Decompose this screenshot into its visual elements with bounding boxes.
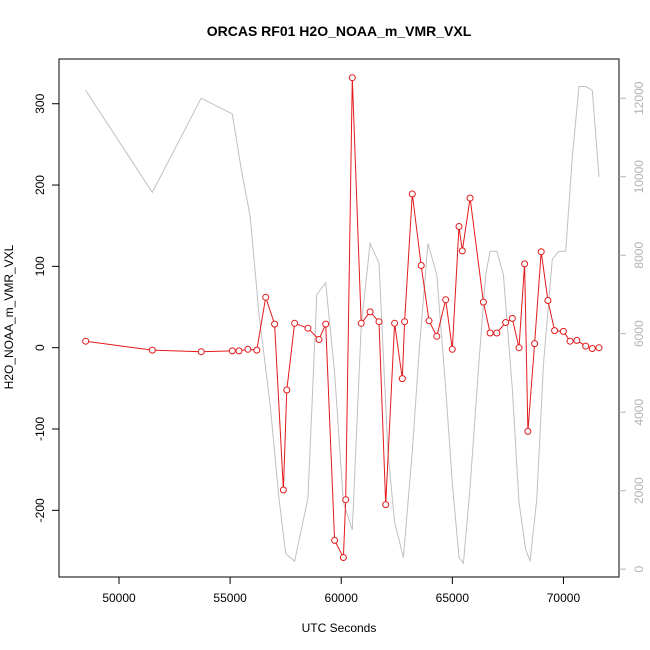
data-point: [521, 260, 529, 268]
data-point: [398, 375, 406, 383]
data-point: [595, 344, 603, 352]
data-point: [235, 347, 243, 355]
x-tick-label: 55000: [213, 591, 247, 605]
data-point: [244, 345, 252, 353]
y-axis-left: -200 -100 0 100 200 300: [33, 93, 59, 522]
y2-tick-label: 10000: [632, 160, 646, 194]
x-tick-label: 50000: [102, 591, 136, 605]
data-point: [279, 486, 287, 494]
data-point: [262, 293, 270, 301]
data-point: [458, 247, 466, 255]
y2-tick-label: 8000: [632, 242, 646, 269]
y2-tick-label: 6000: [632, 320, 646, 347]
data-point: [524, 427, 532, 435]
data-point: [531, 340, 539, 348]
left-series-layer: [82, 74, 603, 561]
data-point: [348, 74, 356, 82]
data-point: [544, 297, 552, 304]
y-axis-right: 0 2000 4000 6000 8000 10000 12000: [619, 81, 646, 572]
data-point: [197, 348, 205, 356]
data-point: [417, 262, 425, 269]
x-tick-label: 70000: [547, 591, 581, 605]
x-tick-label: 65000: [436, 591, 470, 605]
data-point: [566, 337, 574, 345]
data-point: [375, 318, 383, 326]
y-axis-label: H2O_NOAA_m_VMR_VXL: [2, 244, 16, 389]
data-point: [493, 329, 501, 337]
data-point: [253, 346, 261, 354]
x-tick-label: 60000: [325, 591, 359, 605]
data-point: [82, 337, 90, 345]
right-axis-series-line: [85, 86, 600, 565]
data-point: [322, 320, 330, 328]
data-point: [342, 496, 350, 504]
data-point: [425, 317, 433, 325]
data-point: [291, 319, 299, 327]
data-point: [573, 336, 581, 344]
data-point: [366, 308, 374, 316]
y-tick-label: -200: [33, 498, 47, 522]
data-point: [304, 324, 312, 332]
data-point: [357, 319, 365, 327]
data-point: [331, 536, 339, 544]
data-point: [148, 346, 156, 354]
data-point: [515, 344, 523, 352]
data-point: [486, 329, 494, 337]
y2-tick-label: 12000: [632, 81, 646, 115]
y2-tick-label: 0: [632, 565, 646, 572]
data-point: [391, 319, 399, 327]
data-point: [466, 194, 474, 202]
data-point: [271, 320, 279, 328]
y-tick-label: 200: [33, 175, 47, 195]
data-point: [455, 223, 463, 230]
data-point: [537, 248, 545, 256]
x-axis-label: UTC Seconds: [302, 621, 377, 635]
data-point: [559, 327, 567, 335]
data-point: [228, 347, 236, 355]
y-tick-label: 300: [33, 93, 47, 113]
data-point: [401, 318, 409, 326]
chart-title: ORCAS RF01 H2O_NOAA_m_VMR_VXL: [207, 23, 472, 39]
data-point: [315, 336, 323, 343]
data-point: [588, 345, 596, 352]
data-point: [551, 327, 559, 335]
data-point: [508, 314, 516, 322]
x-axis: 50000 55000 60000 65000 70000: [102, 577, 580, 605]
data-point: [448, 345, 456, 353]
data-point: [479, 298, 487, 306]
y2-tick-label: 2000: [632, 477, 646, 504]
plot-frame: [58, 58, 620, 578]
data-point: [408, 190, 416, 198]
data-point: [442, 296, 450, 304]
data-point: [283, 386, 291, 394]
data-point: [582, 342, 590, 350]
y-tick-label: -100: [33, 417, 47, 441]
data-point: [339, 554, 347, 561]
y-tick-label: 100: [33, 256, 47, 276]
data-point: [502, 319, 510, 326]
data-point: [382, 501, 390, 509]
data-point: [433, 332, 441, 340]
y-tick-label: 0: [33, 344, 47, 351]
right-series-layer: [85, 86, 600, 565]
y2-tick-label: 4000: [632, 399, 646, 426]
